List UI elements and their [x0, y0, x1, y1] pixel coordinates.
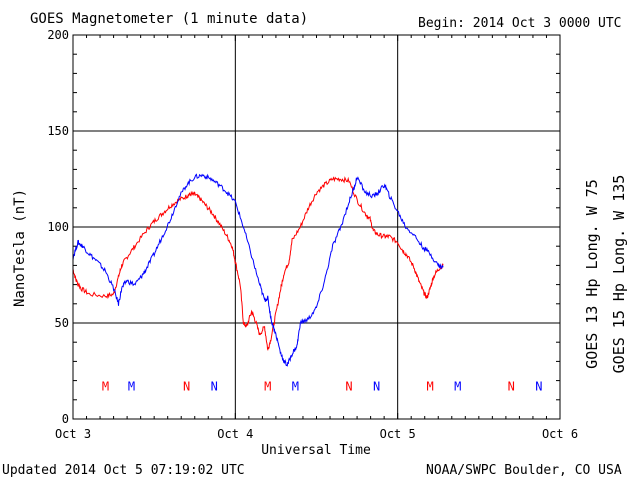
y-tick-label: 50	[55, 316, 69, 330]
tick-labels: 0 50 100 150 200 Oct 3 Oct 4 Oct 5 Oct 6	[47, 28, 578, 441]
orbit-marker-m: M	[128, 379, 135, 393]
grid	[72, 34, 561, 420]
x-tick-label: Oct 6	[542, 427, 578, 441]
orbit-marker-m: M	[427, 379, 434, 393]
orbit-marker-m: M	[102, 379, 109, 393]
legend-goes13: GOES 13 Hp Long. W 75	[583, 179, 601, 369]
orbit-marker-n: N	[345, 379, 352, 393]
y-axis-title: NanoTesla (nT)	[12, 189, 28, 307]
orbit-marker-n: N	[183, 379, 190, 393]
orbit-marker-n: N	[508, 379, 515, 393]
orbit-marker-m: M	[292, 379, 299, 393]
x-tick-label: Oct 4	[217, 427, 253, 441]
orbit-marker-n: N	[211, 379, 218, 393]
plot-frame	[72, 34, 561, 420]
orbit-marker-m: M	[454, 379, 461, 393]
x-tick-label: Oct 5	[380, 427, 416, 441]
y-tick-label: 150	[47, 124, 69, 138]
x-tick-label: Oct 3	[55, 427, 91, 441]
updated-label: Updated 2014 Oct 5 07:19:02 UTC	[2, 463, 245, 478]
source-label: NOAA/SWPC Boulder, CO USA	[426, 463, 622, 478]
orbit-marker-m: M	[264, 379, 271, 393]
orbit-marker-n: N	[373, 379, 380, 393]
begin-label: Begin: 2014 Oct 3 0000 UTC	[418, 16, 622, 31]
series-line-goes15	[72, 173, 444, 367]
orbit-marker-n: N	[535, 379, 542, 393]
series-layer	[72, 173, 444, 367]
legend-goes15: GOES 15 Hp Long. W 135	[610, 175, 628, 374]
y-tick-label: 100	[47, 220, 69, 234]
chart-title: GOES Magnetometer (1 minute data)	[30, 11, 308, 27]
y-tick-label: 0	[62, 412, 69, 426]
x-axis-title: Universal Time	[261, 443, 371, 458]
series-line-goes13	[72, 176, 444, 352]
y-tick-label: 200	[47, 28, 69, 42]
